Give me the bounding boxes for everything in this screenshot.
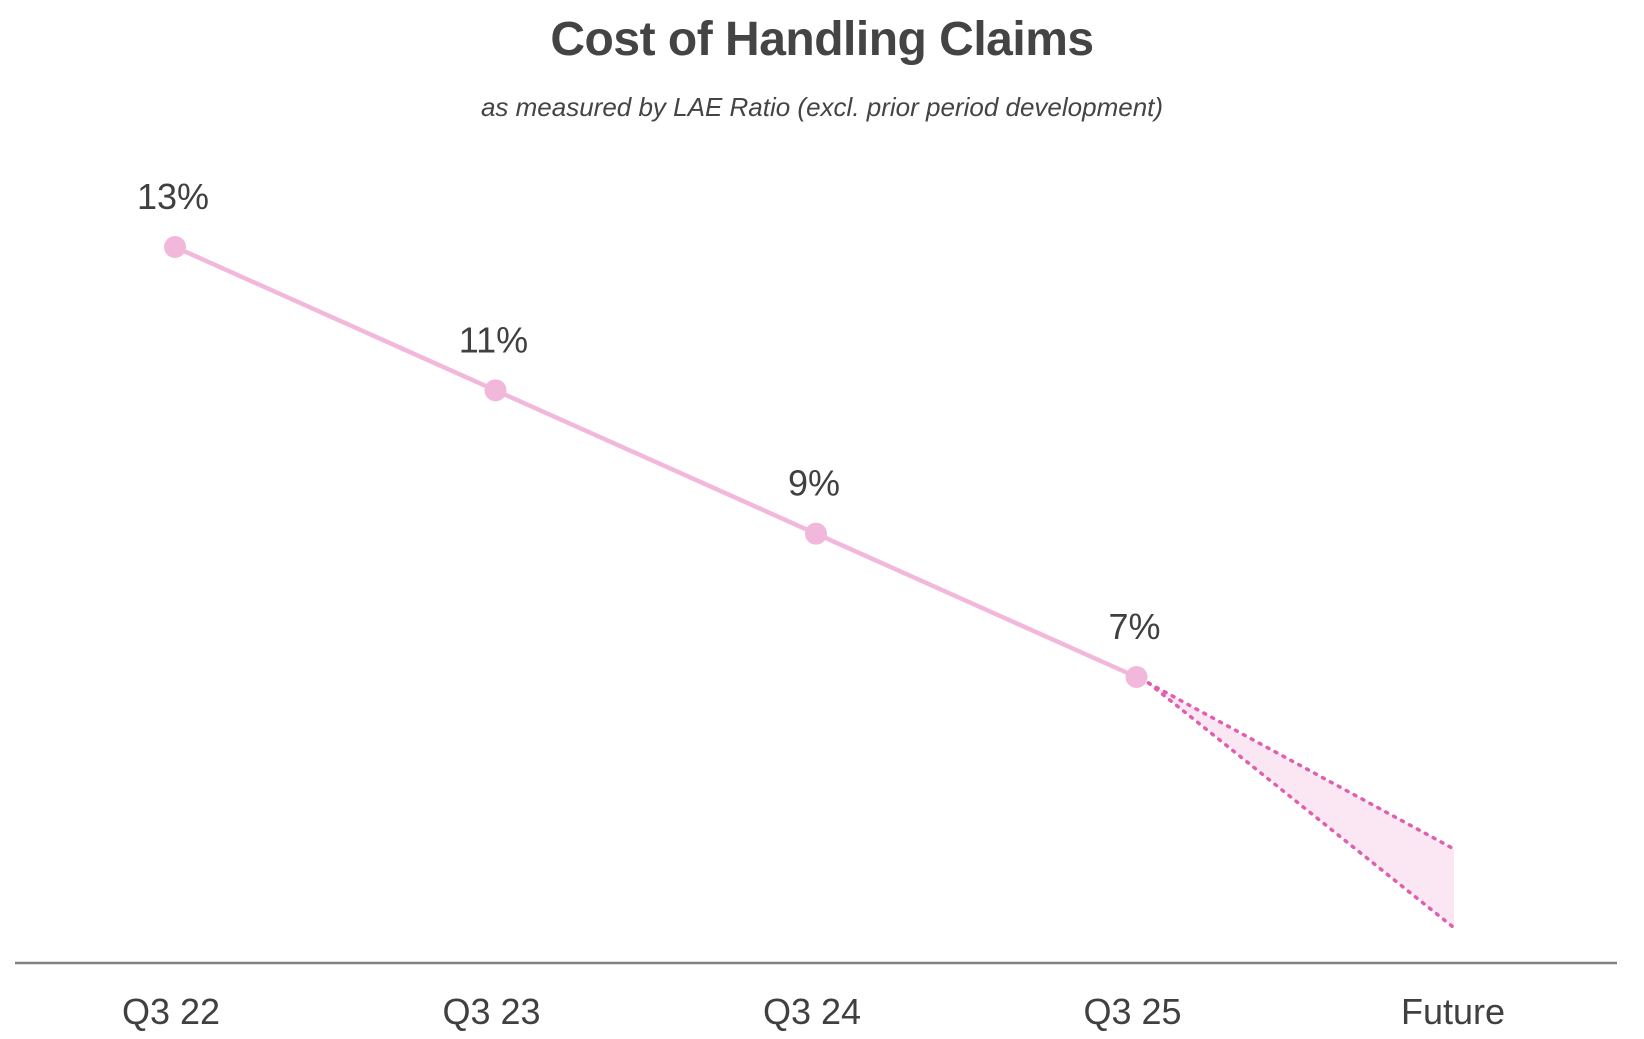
x-tick-label-3: Q3 24 [763, 991, 861, 1032]
series-line [174, 244, 1138, 680]
x-axis-ticks: Q3 22 Q3 23 Q3 24 Q3 25 Future [122, 991, 1505, 1032]
data-point-3 [805, 522, 827, 545]
chart-title: Cost of Handling Claims [550, 13, 1094, 66]
data-label-2: 11% [459, 319, 528, 360]
x-tick-label-1: Q3 22 [122, 991, 220, 1032]
data-points [164, 236, 1148, 688]
chart-subtitle: as measured by LAE Ratio (excl. prior pe… [480, 92, 1164, 122]
data-label-4: 7% [1108, 606, 1160, 647]
data-point-4 [1125, 666, 1148, 688]
x-tick-label-5: Future [1401, 991, 1505, 1032]
x-tick-label-4: Q3 25 [1083, 991, 1181, 1032]
data-point-1 [164, 236, 186, 258]
data-label-1: 13% [137, 176, 209, 217]
data-labels: 13% 11% 9% 7% [137, 176, 1161, 647]
data-point-2 [484, 379, 507, 402]
data-label-3: 9% [788, 463, 840, 504]
x-tick-label-2: Q3 23 [442, 991, 540, 1032]
projection-upper-line [1146, 681, 1456, 851]
projection-lower-line [1146, 681, 1456, 930]
